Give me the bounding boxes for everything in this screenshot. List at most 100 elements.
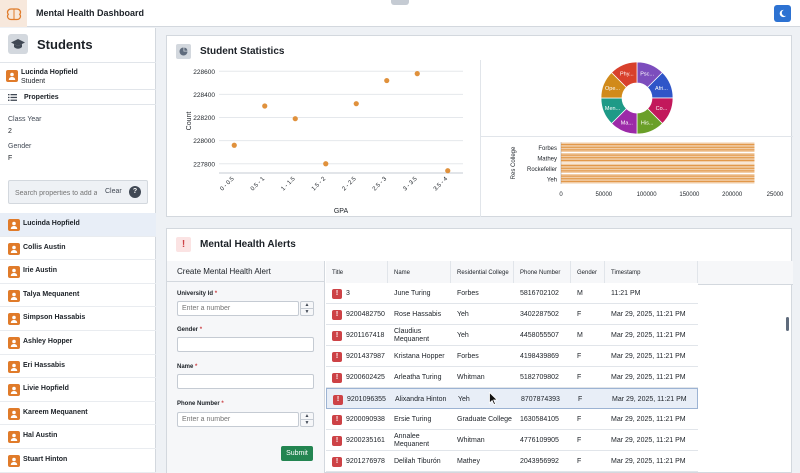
column-header-title[interactable]: Title [326, 261, 388, 285]
x-tick-label: 150000 [679, 192, 700, 198]
column-header-timestamp[interactable]: Timestamp [605, 261, 698, 285]
chevron-down-icon: ▼ [304, 420, 310, 426]
table-cell-gender: F [577, 310, 582, 318]
table-cell-gender: F [577, 415, 582, 423]
table-row[interactable]: ! 9200235161 Annalee Mequanent Whitman 47761… [326, 430, 698, 451]
x-tick-label: 3 - 3.5 [402, 176, 419, 193]
table-cell-gender: F [577, 457, 582, 465]
student-name: Eri Hassabis [23, 361, 66, 369]
x-tick-label: 3.5 - 4 [433, 176, 450, 193]
column-header-name[interactable]: Name [388, 261, 451, 285]
x-tick-label: 1.5 - 2 [311, 176, 328, 193]
slice-label: Psc... [640, 72, 654, 78]
student-name: Simpson Hassabis [23, 314, 86, 322]
phone-number-input[interactable] [177, 412, 299, 427]
chevron-down-icon: ▼ [304, 309, 310, 315]
phone-number-stepper[interactable]: ▲ ▼ [300, 412, 314, 427]
gpa-scatter-chart: 227800 228000 228200 228400 228600 0 - 0.5 0.5… [186, 69, 463, 215]
university-id-stepper[interactable]: ▲ ▼ [300, 301, 314, 316]
user-avatar-icon [8, 360, 20, 373]
properties-label: Properties [24, 94, 59, 101]
table-cell-name: Rose Hassabis [394, 310, 442, 318]
table-cell-name: Alixandra Hinton [395, 395, 447, 403]
table-cell-title: ! 9200482750 [326, 304, 388, 325]
table-cell-gender: M [577, 331, 583, 339]
student-list-item[interactable]: Simpson Hassabis [0, 307, 156, 331]
slice-label: Ma... [621, 120, 634, 126]
donut-slice [611, 61, 638, 88]
student-list-item[interactable]: Stuart Hinton [0, 449, 156, 473]
student-list-item[interactable]: Irie Austin [0, 260, 156, 284]
table-row[interactable]: ! 9201437987 Kristana Hopper Forbes 41984398… [326, 346, 698, 367]
slice-label: Ope... [605, 86, 620, 92]
clear-button[interactable]: Clear [105, 188, 122, 195]
column-header-gender[interactable]: Gender [571, 261, 605, 285]
student-list-item[interactable]: Livie Hopfield [0, 378, 156, 402]
panel-drag-handle[interactable] [391, 0, 409, 5]
user-avatar-icon [8, 242, 20, 255]
table-scrollbar[interactable] [784, 285, 792, 473]
student-list-item[interactable]: Lucinda Hopfield [0, 213, 156, 237]
student-list-item[interactable]: Eri Hassabis [0, 355, 156, 379]
alert-badge-icon: ! [332, 435, 342, 446]
create-alert-form: Create Mental Health Alert University Id… [167, 261, 325, 473]
table-row[interactable]: ! 9200090938 Ersie Turing Graduate College 1… [326, 409, 698, 430]
student-list-item[interactable]: Talya Mequanent [0, 284, 156, 308]
x-tick-label: 200000 [722, 192, 743, 198]
student-list-item[interactable]: Kareem Mequanent [0, 402, 156, 426]
student-name: Stuart Hinton [23, 455, 68, 463]
table-row[interactable]: ! 9201096355 Alixandra Hinton Yeh 8707874393… [326, 388, 698, 409]
properties-header[interactable]: Properties [0, 89, 156, 105]
table-cell-phone: 4458055507 [520, 331, 559, 339]
table-cell-phone: 4776109905 [520, 436, 559, 444]
table-cell-gender: F [577, 352, 582, 360]
student-list-item[interactable]: Hal Austin [0, 425, 156, 449]
user-avatar-icon [8, 313, 20, 326]
university-id-input[interactable] [177, 301, 299, 316]
table-cell-title: ! 9201167418 [326, 325, 388, 346]
property-search-input[interactable] [15, 187, 97, 199]
mental-health-alerts-card: ! Mental Health Alerts Create Mental Hea… [166, 228, 793, 473]
student-name: Talya Mequanent [23, 290, 80, 298]
column-header-phone[interactable]: Phone Number [514, 261, 571, 285]
property-value: 2 [8, 128, 12, 135]
table-cell-college: Forbes [457, 289, 479, 297]
table-row[interactable]: ! 9200482750 Rose Hassabis Yeh 3402287502 F Ma… [326, 304, 698, 325]
table-cell-timestamp: 11:21 PM [611, 289, 641, 297]
alerts-table: Title Name Residential College Phone Num… [326, 261, 793, 473]
gender-input[interactable] [177, 337, 314, 352]
table-row[interactable]: ! 3 June Turing Forbes 5816702102 M 11:21 PM [326, 283, 698, 304]
column-header-college[interactable]: Residential College [451, 261, 514, 285]
table-cell-phone: 5816702102 [520, 289, 559, 297]
help-icon[interactable]: ? [129, 186, 141, 198]
scrollbar-thumb[interactable] [786, 317, 789, 331]
gender-label: Gender * [177, 327, 203, 333]
table-cell-gender: F [577, 436, 582, 444]
table-cell-name: Delilah Tiburón [394, 457, 441, 465]
submit-button[interactable]: Submit [281, 446, 313, 461]
student-name: Livie Hopfield [23, 385, 69, 393]
student-name: Hal Austin [23, 432, 58, 440]
table-row[interactable]: ! 9200602425 Arleatha Turing Whitman 5182709… [326, 367, 698, 388]
x-tick-label: 25000 [767, 192, 784, 198]
table-row[interactable]: ! 9201276978 Delilah Tiburón Mathey 20439569… [326, 451, 698, 472]
scatter-point [384, 77, 390, 84]
y-tick-label: 228400 [193, 92, 215, 99]
divider [480, 60, 481, 217]
table-cell-name: Kristana Hopper [394, 352, 445, 360]
theme-toggle-button[interactable] [774, 5, 791, 22]
table-row[interactable]: ! 9201167418 Claudius Mequanent Yeh 44580555… [326, 325, 698, 346]
college-bar-chart: Forbes Mathey Rockefeller Yeh 0 50000 100000 15… [511, 142, 784, 198]
table-cell-title: ! 3 [326, 283, 388, 304]
alerts-title: Mental Health Alerts [200, 239, 296, 250]
x-tick-label: 50000 [595, 192, 612, 198]
current-user-role: Student [21, 78, 46, 85]
table-cell-timestamp: Mar 29, 2025, 11:21 PM [611, 415, 686, 423]
y-tick-label: Yeh [547, 177, 557, 183]
user-avatar-icon [8, 384, 20, 397]
table-cell-timestamp: Mar 29, 2025, 11:21 PM [611, 352, 686, 360]
name-input[interactable] [177, 374, 314, 389]
table-cell-timestamp: Mar 29, 2025, 11:21 PM [611, 310, 686, 318]
student-list-item[interactable]: Collis Austin [0, 237, 156, 261]
student-list-item[interactable]: Ashley Hopper [0, 331, 156, 355]
